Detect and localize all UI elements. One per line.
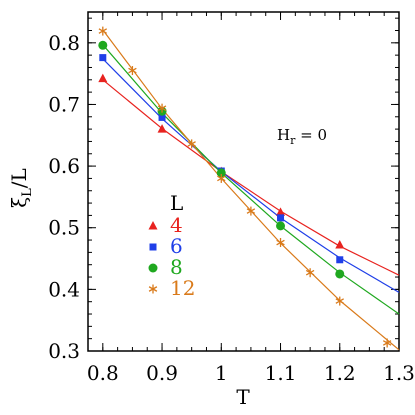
legend-label-L12: 12 xyxy=(170,276,195,300)
fit-line-L12 xyxy=(102,29,400,351)
fit-line-L6 xyxy=(102,58,400,293)
x-tick-label: 1 xyxy=(215,361,228,385)
y-tick-label: 0.5 xyxy=(48,216,80,240)
y-tick-labels: 0.3 0.4 0.5 0.6 0.7 0.8 xyxy=(48,31,80,363)
point-L12-stroke xyxy=(276,239,285,246)
legend-marker-L4 xyxy=(148,221,158,230)
point-L12 xyxy=(217,173,226,183)
point-L8 xyxy=(216,168,226,178)
x-tick-label: 1.3 xyxy=(383,361,415,385)
point-L6 xyxy=(336,256,344,264)
field-annotation: Hr = 0 xyxy=(277,126,327,147)
y-axis-label: ξL/L xyxy=(7,168,35,208)
x-tick-label: 1.2 xyxy=(324,361,356,385)
point-L4 xyxy=(335,239,345,249)
legend-marker-L12 xyxy=(148,284,158,294)
point-L12 xyxy=(187,139,196,149)
legend-title: L xyxy=(170,191,183,215)
data-markers xyxy=(98,26,392,348)
legend-label-L4: 4 xyxy=(170,213,183,237)
point-L6 xyxy=(158,113,166,121)
point-L12-stroke xyxy=(98,28,108,34)
point-L12-stroke xyxy=(157,105,167,111)
legend-label-L8: 8 xyxy=(170,255,183,279)
point-L6 xyxy=(277,214,285,222)
legend-marker-L8 xyxy=(148,263,158,273)
y-axis-label-sub: L xyxy=(20,188,35,197)
point-L4 xyxy=(98,73,108,83)
legend-label-L6: 6 xyxy=(170,234,183,258)
point-L8 xyxy=(98,40,108,50)
fit-line-L4 xyxy=(102,79,400,276)
point-L12-stroke xyxy=(128,67,137,74)
legend-marker-L12-stroke xyxy=(148,286,158,292)
point-L12-stroke xyxy=(217,175,226,182)
fit-lines xyxy=(102,29,400,351)
point-L8 xyxy=(276,221,286,231)
y-tick-label: 0.8 xyxy=(48,31,80,55)
y-tick-label: 0.6 xyxy=(48,154,80,178)
x-tick-label: 0.8 xyxy=(87,361,119,385)
axis-ticks xyxy=(87,12,400,352)
point-L12-stroke xyxy=(382,340,392,346)
annotation-sub: r xyxy=(290,134,296,147)
point-L12-stroke xyxy=(305,269,315,276)
y-tick-label: 0.3 xyxy=(48,339,80,363)
x-tick-label: 1.1 xyxy=(265,361,297,385)
y-tick-label: 0.4 xyxy=(48,277,80,301)
point-L12-stroke xyxy=(187,141,196,147)
legend-marker-L6 xyxy=(149,243,157,251)
x-tick-labels: 0.8 0.9 1 1.1 1.2 1.3 xyxy=(87,361,415,385)
point-L12 xyxy=(98,26,108,36)
point-L4 xyxy=(276,207,286,216)
point-L12 xyxy=(128,66,137,76)
point-L12 xyxy=(246,206,256,216)
annotation-main: H xyxy=(277,126,290,144)
y-axis-label-tail: /L xyxy=(7,168,31,188)
fit-line-L8 xyxy=(102,44,400,315)
point-L12 xyxy=(157,103,167,113)
y-tick-label: 0.7 xyxy=(48,92,80,116)
point-L6 xyxy=(99,54,107,62)
point-L12-stroke xyxy=(335,298,344,304)
x-axis-label: T xyxy=(236,385,250,409)
point-L12 xyxy=(276,238,285,248)
point-L12 xyxy=(305,268,315,278)
y-axis-label-main: ξ xyxy=(7,197,31,208)
annotation-tail: = 0 xyxy=(295,126,327,144)
plot-frame xyxy=(87,11,400,352)
point-L4 xyxy=(157,124,167,133)
point-L8 xyxy=(335,269,345,279)
point-L12 xyxy=(382,338,392,348)
point-L12 xyxy=(335,296,344,306)
point-L12-stroke xyxy=(246,208,256,214)
x-tick-label: 0.9 xyxy=(146,361,178,385)
